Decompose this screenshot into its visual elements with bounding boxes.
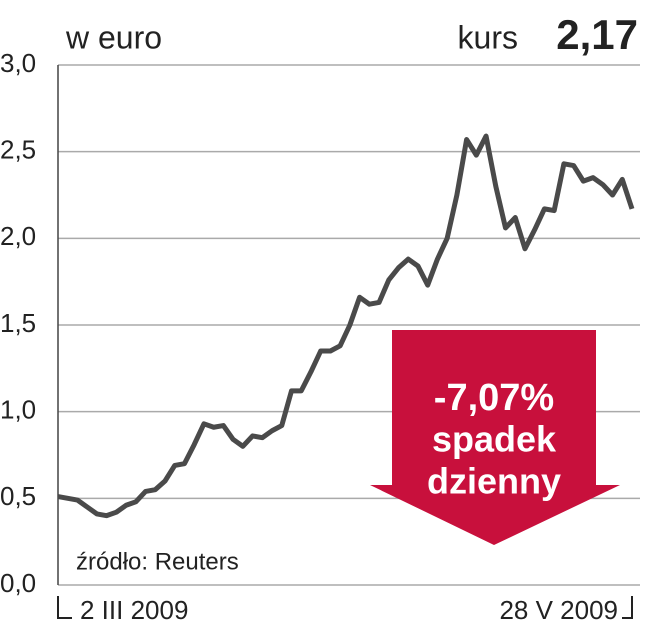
change-text: -7,07%: [434, 377, 554, 419]
y-tick-label: 0,5: [0, 481, 36, 511]
current-label: kurs: [458, 19, 518, 55]
current-value: 2,17: [556, 11, 638, 58]
x-tick-label: 2 III 2009: [80, 595, 188, 625]
price-line: [57, 133, 635, 519]
change-arrow: [370, 330, 620, 545]
y-tick-label: 2,5: [0, 135, 36, 165]
x-tick-mark: [57, 596, 72, 619]
x-tick-label: 28 V 2009: [499, 595, 618, 625]
x-tick-mark: [622, 596, 633, 619]
y-tick-label: 1,5: [0, 308, 36, 338]
chart-title: w euro: [65, 19, 162, 55]
y-tick-label: 0,0: [0, 568, 36, 598]
y-tick-label: 1,0: [0, 395, 36, 425]
change-text: spadek: [432, 419, 557, 460]
y-tick-label: 2,0: [0, 221, 36, 251]
y-tick-label: 3,0: [0, 48, 36, 78]
source: źródło: Reuters: [76, 548, 239, 575]
change-text: dzienny: [427, 461, 561, 502]
